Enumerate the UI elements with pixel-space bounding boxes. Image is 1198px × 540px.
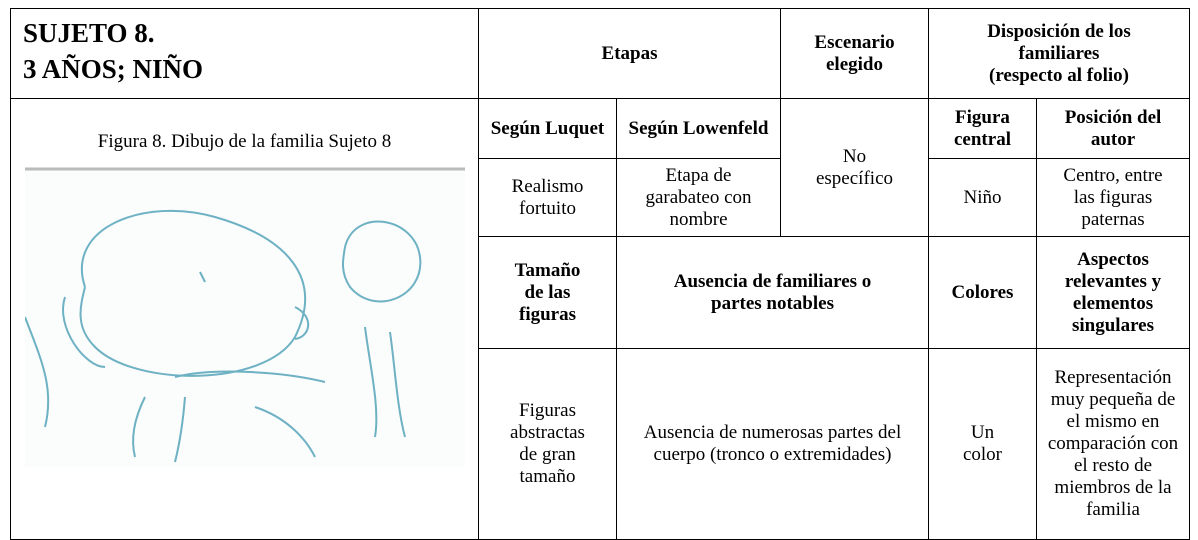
header-cell: Disposición de los familiares (respecto … <box>928 8 1190 99</box>
subtitle: 3 AÑOS; NIÑO <box>23 54 204 84</box>
cell: Aspectos relevantes y elementos singular… <box>1036 236 1190 349</box>
header-note: (respecto al folio) <box>989 64 1129 86</box>
cell: Figura central <box>928 98 1037 159</box>
cell: Centro, entre las figuras paternas <box>1036 158 1190 237</box>
header-cell: Etapas <box>478 8 781 99</box>
figure-cell: Figura 8. Dibujo de la familia Sujeto 8 <box>10 98 479 540</box>
cell: Representación muy pequeña de el mismo e… <box>1036 348 1190 540</box>
cell: Tamaño de las figuras <box>478 236 617 349</box>
cell: Un color <box>928 348 1037 540</box>
cell: Ausencia de numerosas partes del cuerpo … <box>616 348 929 540</box>
cell: Según Lowenfeld <box>616 98 781 159</box>
drawing-paper <box>24 167 465 467</box>
cell: Según Luquet <box>478 98 617 159</box>
cell: Niño <box>928 158 1037 237</box>
header-text: Disposición de los familiares <box>987 20 1131 64</box>
header-cell: Escenario elegido <box>780 8 929 99</box>
cell: Colores <box>928 236 1037 349</box>
cell: Etapa de garabateo con nombre <box>616 158 781 237</box>
title-cell: SUJETO 8. 3 AÑOS; NIÑO <box>10 8 479 99</box>
cell: Posición del autor <box>1036 98 1190 159</box>
figure-caption: Figura 8. Dibujo de la familia Sujeto 8 <box>97 131 392 152</box>
title: SUJETO 8. <box>23 18 155 48</box>
cell: Realismo fortuito <box>478 158 617 237</box>
drawing-strokes <box>24 209 421 463</box>
cell: No específico <box>780 98 929 237</box>
cell: Ausencia de familiares o partes notables <box>616 236 929 349</box>
cell: Figuras abstractas de gran tamaño <box>478 348 617 540</box>
child-drawing <box>24 167 465 467</box>
